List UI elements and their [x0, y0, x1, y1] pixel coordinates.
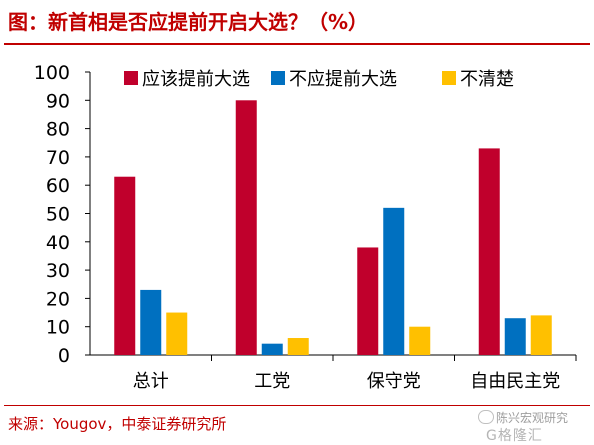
y-tick-label: 40	[46, 232, 70, 254]
y-tick-label: 100	[34, 62, 70, 84]
y-tick-label: 90	[46, 90, 70, 112]
legend-swatch	[124, 71, 138, 85]
bar-不应提前大选	[504, 318, 526, 355]
footer-divider	[4, 405, 590, 406]
y-tick-label: 10	[46, 317, 70, 339]
source-note: 来源：Yougov，中泰证券研究所	[8, 415, 227, 433]
x-category-label: 保守党	[367, 371, 421, 392]
title-bar: 图：新首相是否应提前开启大选？（%）	[0, 0, 594, 45]
legend-label: 应该提前大选	[142, 69, 250, 90]
bar-不清楚	[287, 338, 309, 355]
chart-title: 图：新首相是否应提前开启大选？（%）	[8, 10, 369, 34]
bar-chart: 0 10 20 30 40 50 60 70 80 90 100 总计 工党 保守党 自由民主党 应该提前大选…	[34, 62, 577, 392]
legend-label: 不清楚	[460, 69, 514, 90]
x-category-label: 工党	[254, 371, 290, 392]
x-category-label: 自由民主党	[470, 371, 560, 392]
bar-不应提前大选	[140, 289, 162, 355]
y-tick-label: 20	[46, 288, 70, 310]
bar-不清楚	[166, 312, 188, 355]
bar-不应提前大选	[383, 207, 405, 355]
title-divider	[4, 43, 590, 45]
bar-不应提前大选	[261, 343, 283, 355]
x-category-label: 总计	[133, 371, 169, 392]
y-tick-label: 60	[46, 175, 70, 197]
bar-应该提前大选	[114, 176, 136, 355]
y-tick-label: 80	[46, 119, 70, 141]
bar-应该提前大选	[357, 247, 379, 355]
y-tick-label: 0	[58, 345, 70, 367]
y-tick-label: 50	[46, 204, 70, 226]
legend-swatch	[442, 71, 456, 85]
watermark-name: 陈兴宏观研究	[496, 411, 569, 425]
y-tick-label: 30	[46, 260, 70, 282]
bar-不清楚	[409, 326, 431, 355]
wechat-icon	[478, 410, 494, 424]
bar-不清楚	[530, 315, 552, 355]
legend-label: 不应提前大选	[289, 69, 397, 90]
bar-应该提前大选	[478, 148, 500, 355]
legend-swatch	[271, 71, 285, 85]
bar-应该提前大选	[235, 100, 257, 355]
y-tick-label: 70	[46, 147, 70, 169]
watermark-logo: G格隆汇	[486, 428, 543, 444]
watermark: 陈兴宏观研究 G格隆汇	[478, 408, 588, 444]
